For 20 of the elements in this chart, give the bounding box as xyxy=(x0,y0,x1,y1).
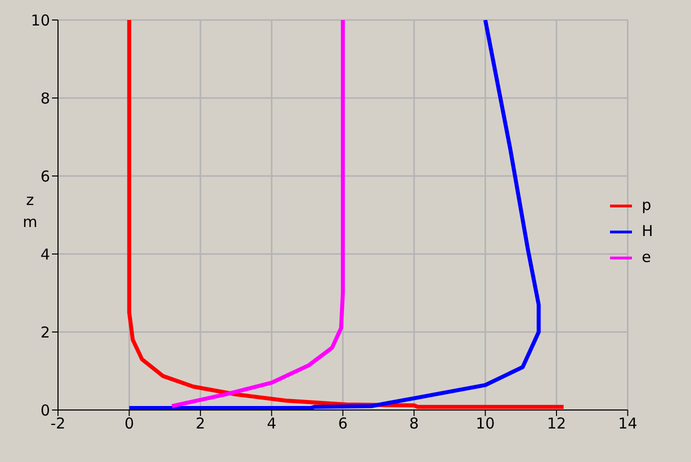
y-tick-label: 4 xyxy=(40,245,50,264)
y-tick-label: 6 xyxy=(40,167,50,186)
x-tick-label: 4 xyxy=(266,414,276,433)
x-tick-label: 0 xyxy=(124,414,134,433)
line-series xyxy=(170,20,345,408)
y-tick-label: 2 xyxy=(40,323,50,342)
x-tick-label: -2 xyxy=(50,414,66,433)
x-tick-label: 8 xyxy=(409,414,419,433)
x-tick-label: 14 xyxy=(618,414,638,433)
legend-label: e xyxy=(642,248,651,266)
y-tick-label: 8 xyxy=(40,89,50,108)
legend-label: H xyxy=(642,222,653,240)
legend-label: p xyxy=(642,196,652,214)
x-tick-label: 10 xyxy=(476,414,495,433)
x-tick-label: 6 xyxy=(338,414,348,433)
x-tick-label: 12 xyxy=(546,414,566,433)
y-tick-label: 0 xyxy=(40,401,50,420)
y-axis-title: z m xyxy=(22,191,38,231)
y-tick-label: 10 xyxy=(30,11,50,30)
x-tick-label: 2 xyxy=(196,414,206,433)
